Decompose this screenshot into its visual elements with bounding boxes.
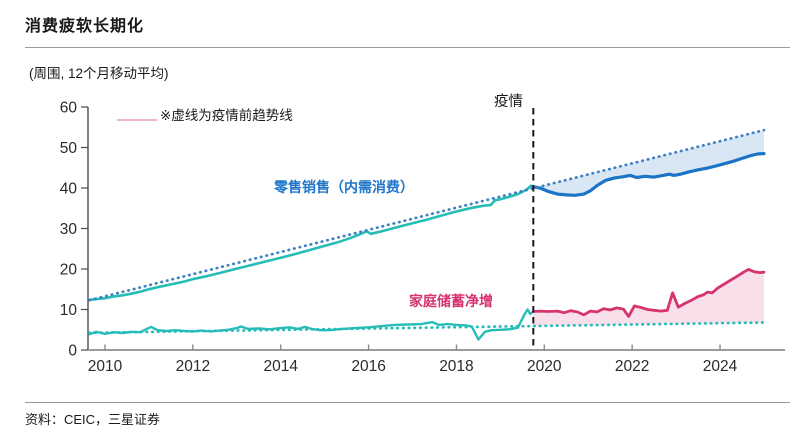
- y-tick-label: 60: [60, 100, 78, 117]
- savings-pre-line: [88, 308, 535, 341]
- y-tick-label: 10: [60, 302, 78, 319]
- source-divider: [25, 402, 790, 403]
- y-tick-label: 0: [68, 343, 77, 360]
- x-tick-label: 2014: [263, 358, 298, 375]
- retail-pre-line: [88, 184, 535, 302]
- y-tick-label: 20: [60, 262, 78, 279]
- retail-gap-fill: [533, 130, 764, 196]
- y-tick-label: 30: [60, 221, 78, 238]
- y-tick-label: 40: [60, 181, 78, 198]
- source-text: 资料：CEIC，三星证券: [25, 412, 161, 427]
- x-tick-label: 2020: [527, 358, 562, 375]
- page-title: 消费疲软长期化: [25, 18, 145, 35]
- trend-retail-dotted-line: [88, 128, 766, 302]
- y-tick-label: 50: [60, 140, 78, 157]
- title-divider: [25, 47, 790, 48]
- chart-unit-subtitle: (周围, 12个月移动平均): [29, 66, 169, 81]
- x-tick-label: 2022: [615, 358, 649, 375]
- x-tick-label: 2018: [439, 358, 473, 375]
- savings-post-line: [531, 267, 766, 318]
- trend-savings-dotted-line: [88, 321, 766, 335]
- pandemic-annotation: 疫情: [494, 94, 523, 110]
- x-tick-label: 2024: [703, 358, 738, 375]
- x-tick-label: 2010: [88, 358, 123, 375]
- trend-line-note: ※虚线为疫情前趋势线: [160, 108, 293, 123]
- savings-gap-fill: [533, 269, 764, 326]
- retail-post-line: [531, 152, 766, 197]
- x-tick-label: 2016: [351, 358, 385, 375]
- retail-series-label: 零售销售（内需消费）: [274, 179, 414, 195]
- x-tick-label: 2012: [176, 358, 210, 375]
- trend-line-legend-swatch: [117, 119, 157, 121]
- savings-series-label: 家庭储蓄净增: [409, 293, 493, 309]
